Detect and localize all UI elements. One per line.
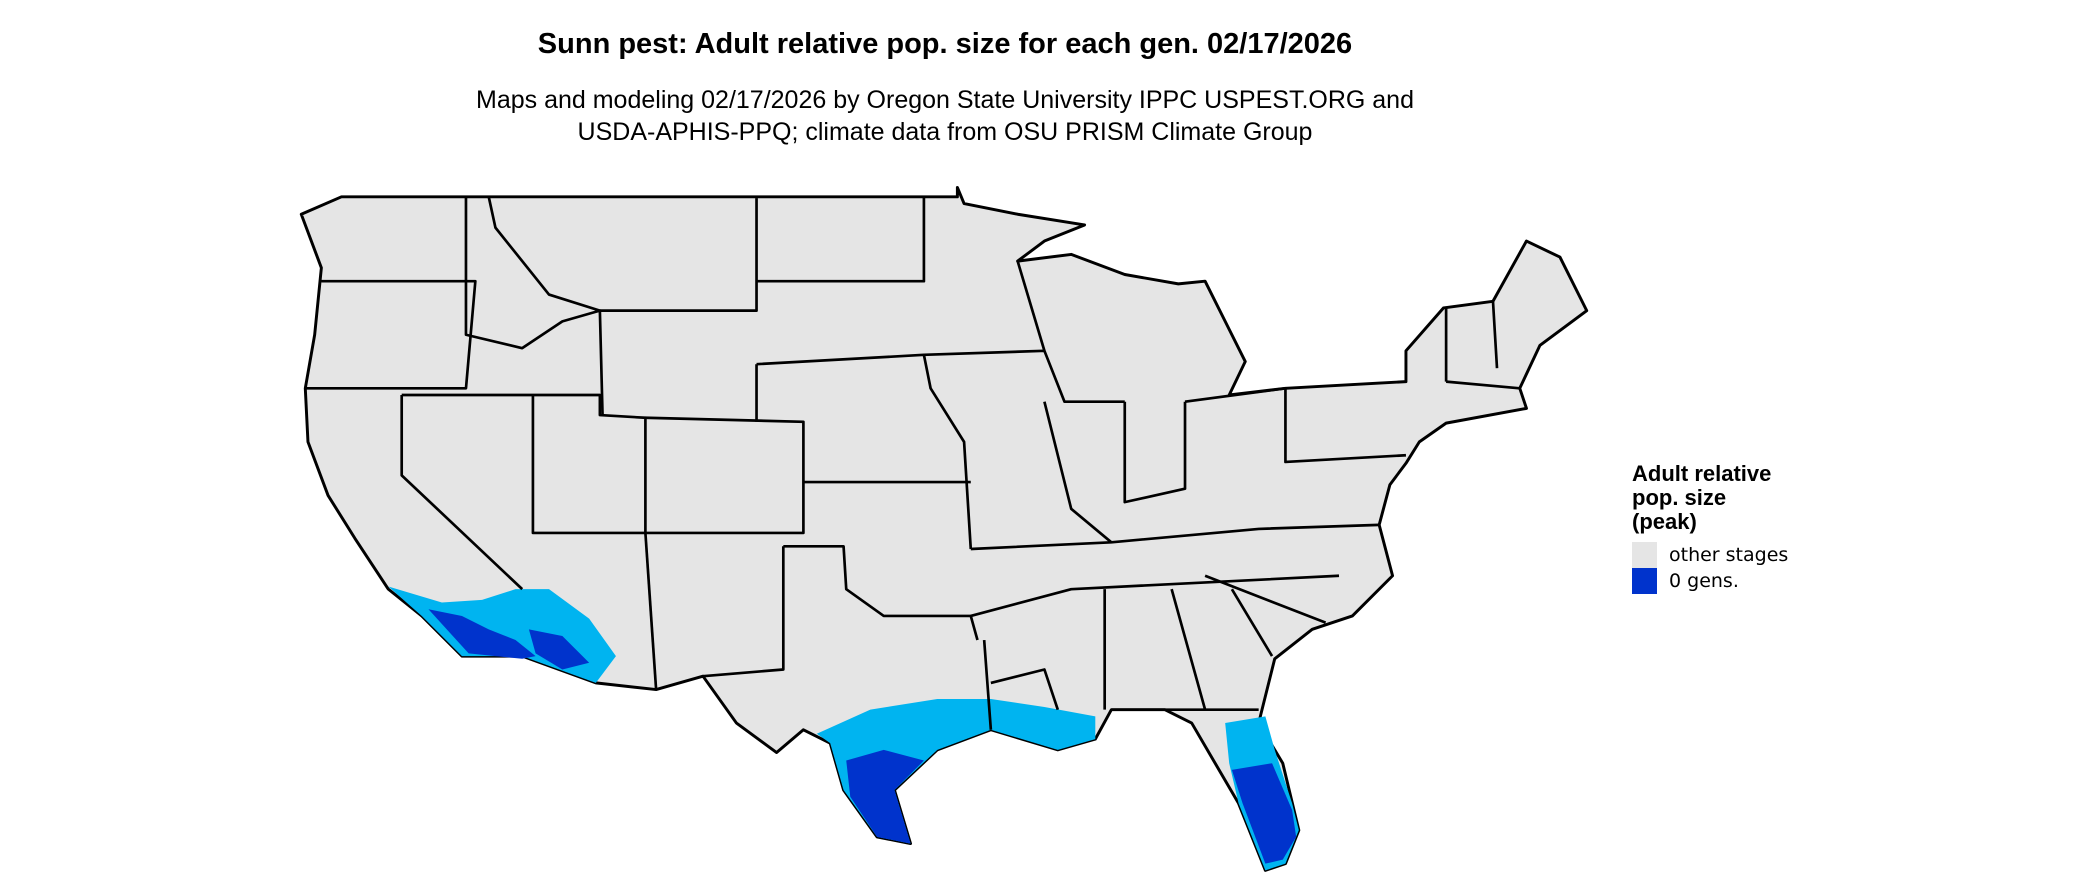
legend-title: Adult relative pop. size (peak)	[1632, 462, 1788, 534]
dark-blue-region-florida	[1231, 763, 1297, 864]
legend-title-line: pop. size	[1632, 485, 1727, 510]
map-title: Sunn pest: Adult relative pop. size for …	[537, 28, 1353, 60]
legend-label: other stages	[1669, 544, 1789, 566]
legend-title-line: (peak)	[1632, 509, 1697, 534]
dark-blue-region-southwest	[428, 609, 590, 670]
us-land	[299, 185, 1589, 872]
map-subtitle: Maps and modeling 02/17/2026 by Oregon S…	[0, 84, 1890, 148]
legend-item-other-stages: other stages	[1632, 542, 1788, 568]
legend: Adult relative pop. size (peak) other st…	[1632, 462, 1788, 594]
legend-label: 0 gens.	[1669, 570, 1739, 592]
state-borders	[305, 196, 1520, 730]
dark-blue-region-texas	[846, 749, 924, 844]
subtitle-line: Maps and modeling 02/17/2026 by Oregon S…	[476, 86, 1414, 114]
legend-title-line: Adult relative	[1632, 461, 1772, 486]
subtitle-line: USDA-APHIS-PPQ; climate data from OSU PR…	[577, 118, 1313, 146]
legend-swatch	[1632, 542, 1657, 568]
legend-swatch	[1632, 568, 1657, 594]
legend-item-0-gens: 0 gens.	[1632, 568, 1788, 594]
